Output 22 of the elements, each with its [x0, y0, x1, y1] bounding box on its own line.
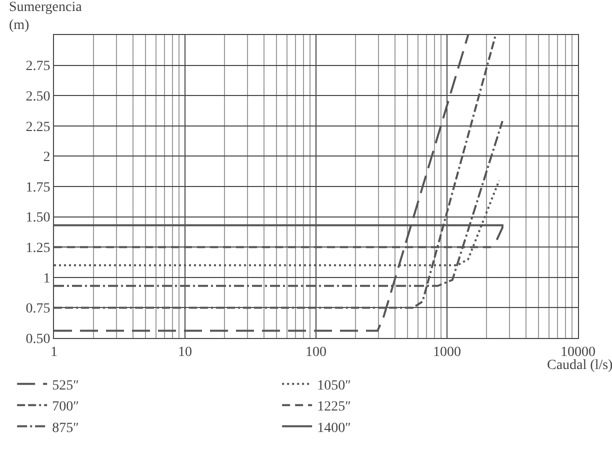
x-tick-label: 1000: [433, 344, 461, 360]
legend-label: 875″: [52, 420, 80, 436]
y-tick-label: 2: [43, 150, 50, 166]
legend-label: 1400″: [317, 420, 352, 436]
y-tick-label: 1: [43, 271, 50, 286]
x-tick-label: 10: [178, 344, 192, 360]
y-tick-label: 2.50: [26, 90, 50, 104]
y-tick-label: 1.50: [26, 210, 50, 226]
y-tick-label: 2.75: [26, 59, 50, 74]
x-tick-label: 10000: [560, 344, 596, 360]
y-tick-label: 0.50: [26, 332, 50, 347]
y-tick-label: 2.25: [26, 120, 50, 135]
x-axis-title: Caudal (l/s): [547, 358, 612, 373]
y-axis-title: Sumergencia (m): [9, 0, 83, 34]
legend-label: 1050″: [317, 378, 352, 394]
x-tick-label: 100: [306, 344, 326, 360]
y-tick-label: 1.25: [26, 241, 50, 256]
y-tick-label: 1.75: [26, 180, 50, 196]
legend-label: 700″: [52, 400, 80, 415]
y-tick-label: 0.75: [26, 302, 50, 317]
legend-label: 525″: [52, 378, 80, 394]
legend-label: 1225″: [317, 400, 352, 415]
